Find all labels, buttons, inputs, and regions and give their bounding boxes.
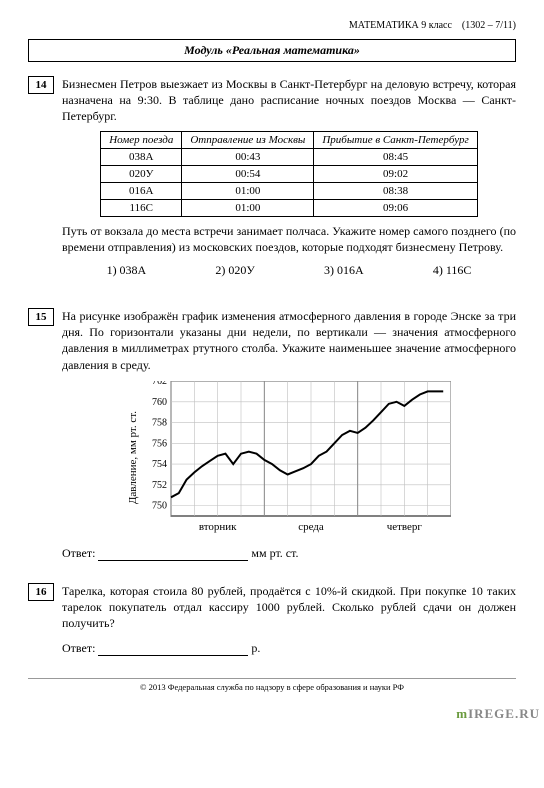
problem-15: 15 На рисунке изображён график изменения… xyxy=(28,308,516,561)
svg-text:752: 752 xyxy=(152,480,167,491)
svg-text:750: 750 xyxy=(152,500,167,511)
problem-number: 14 xyxy=(28,76,54,94)
svg-text:758: 758 xyxy=(152,417,167,428)
footer-copyright: © 2013 Федеральная служба по надзору в с… xyxy=(28,678,516,692)
table-header: Номер поезда xyxy=(101,131,182,148)
problem-number: 15 xyxy=(28,308,54,326)
table-row: 116С01:0009:06 xyxy=(101,199,478,216)
module-title: Модуль «Реальная математика» xyxy=(28,39,516,62)
problem-16: 16 Тарелка, которая стоила 80 рублей, пр… xyxy=(28,583,516,657)
answer-line: Ответ: р. xyxy=(62,641,516,656)
problem-text-2: Путь от вокзала до места встречи занимае… xyxy=(62,223,516,255)
schedule-table: Номер поездаОтправление из МосквыПрибыти… xyxy=(100,131,478,217)
problem-text: На рисунке изображён график изменения ат… xyxy=(62,308,516,373)
svg-text:762: 762 xyxy=(152,381,167,387)
option: 4) 116С xyxy=(433,263,472,278)
page-code: (1302 – 7/11) xyxy=(462,20,516,31)
table-header: Прибытие в Санкт-Петербург xyxy=(314,131,477,148)
problem-14: 14 Бизнесмен Петров выезжает из Москвы в… xyxy=(28,76,516,286)
svg-text:четверг: четверг xyxy=(387,521,423,533)
option: 3) 016А xyxy=(324,263,364,278)
answer-blank[interactable] xyxy=(98,549,248,561)
subject: МАТЕМАТИКА 9 класс xyxy=(349,20,452,31)
chart-ylabel: Давление, мм рт. ст. xyxy=(127,411,139,504)
problem-text: Бизнесмен Петров выезжает из Москвы в Са… xyxy=(62,76,516,125)
table-row: 016А01:0008:38 xyxy=(101,182,478,199)
svg-text:754: 754 xyxy=(152,459,167,470)
table-row: 020У00:5409:02 xyxy=(101,165,478,182)
page-header: МАТЕМАТИКА 9 класс (1302 – 7/11) xyxy=(28,20,516,31)
option: 2) 020У xyxy=(215,263,255,278)
chart-svg: 750 752 754 756 758 760 762 вторник среда четверг xyxy=(143,381,451,534)
problem-text: Тарелка, которая стоила 80 рублей, прода… xyxy=(62,583,516,632)
problem-number: 16 xyxy=(28,583,54,601)
svg-text:среда: среда xyxy=(298,521,324,533)
answer-options: 1) 038А 2) 020У 3) 016А 4) 116С xyxy=(62,263,516,278)
option: 1) 038А xyxy=(107,263,147,278)
svg-text:760: 760 xyxy=(152,396,167,407)
table-row: 038А00:4308:45 xyxy=(101,148,478,165)
answer-line: Ответ: мм рт. ст. xyxy=(62,546,516,561)
svg-text:756: 756 xyxy=(152,438,167,449)
pressure-chart: Давление, мм рт. ст. 7507527547567587607… xyxy=(62,381,516,534)
svg-text:вторник: вторник xyxy=(199,521,237,533)
watermark: mIREGE.RU xyxy=(0,706,544,722)
table-header: Отправление из Москвы xyxy=(182,131,314,148)
answer-blank[interactable] xyxy=(98,644,248,656)
